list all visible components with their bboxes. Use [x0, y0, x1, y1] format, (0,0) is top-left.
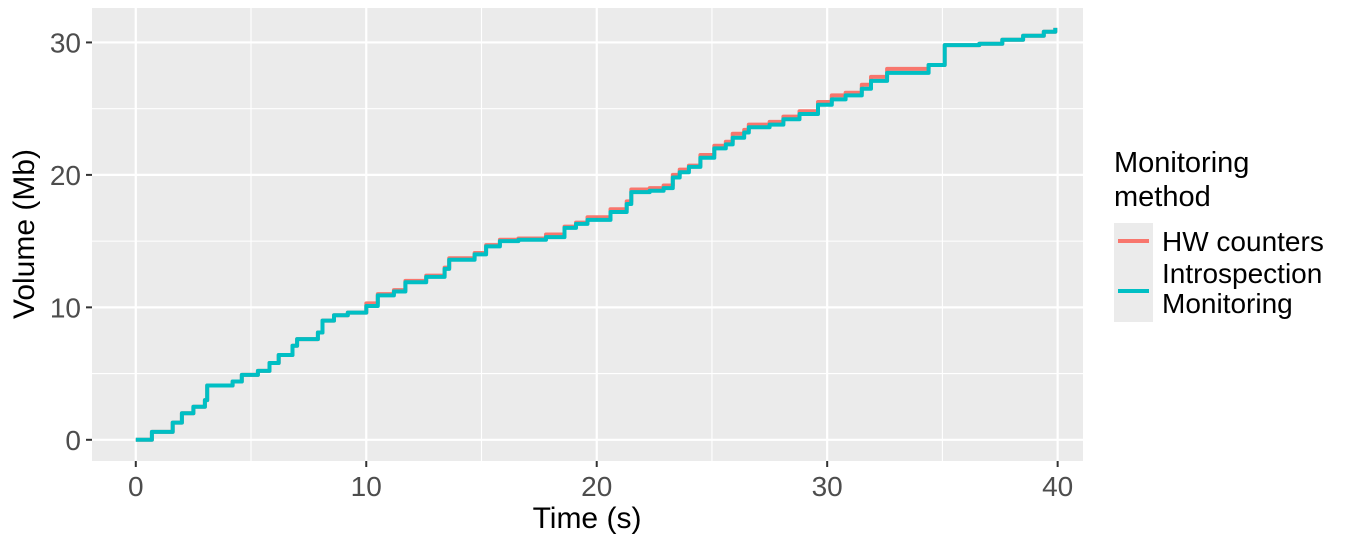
series-layer	[135, 27, 1058, 442]
legend-label-hw-counters: HW counters	[1162, 226, 1324, 257]
x-tick-label: 10	[351, 471, 382, 502]
x-axis-title: Time (s)	[533, 502, 642, 535]
legend-label-introspection-line-2: Monitoring	[1162, 288, 1293, 319]
x-tick-label: 20	[581, 471, 612, 502]
y-tick-label: 10	[50, 292, 81, 323]
x-tick-label: 0	[128, 471, 144, 502]
legend-label-introspection: Introspection Monitoring	[1162, 258, 1330, 319]
legend-title-line-1: Monitoring	[1114, 147, 1249, 179]
legend-label-introspection-line-1: Introspection	[1162, 258, 1322, 289]
y-tick-label: 30	[50, 27, 81, 58]
y-tick-label: 0	[65, 425, 81, 456]
legend-title-line-2: method	[1114, 181, 1211, 213]
x-tick-label: 40	[1042, 471, 1073, 502]
grid-major	[92, 8, 1083, 461]
x-tick-label: 30	[812, 471, 843, 502]
y-axis: 0 10 20 30	[50, 27, 92, 456]
legend: Monitoring method HW counters Introspect…	[1114, 147, 1330, 322]
panel-background	[92, 8, 1083, 461]
y-axis-title: Volume (Mb)	[8, 149, 41, 319]
x-axis: 0 10 20 30 40	[128, 461, 1073, 502]
series-line-introspection-monitoring	[135, 27, 1058, 442]
y-tick-label: 20	[50, 160, 81, 191]
